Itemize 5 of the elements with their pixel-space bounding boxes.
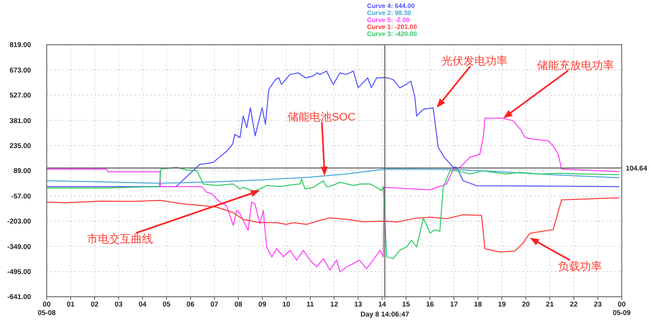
- annotation: 市电交互曲线: [86, 232, 153, 246]
- annotation: 储能充放电功率: [536, 59, 614, 72]
- annotation: 储能电池SOC: [288, 110, 356, 124]
- annotation: 负载功率: [558, 260, 602, 273]
- annotation: 光伏发电功率: [442, 54, 508, 68]
